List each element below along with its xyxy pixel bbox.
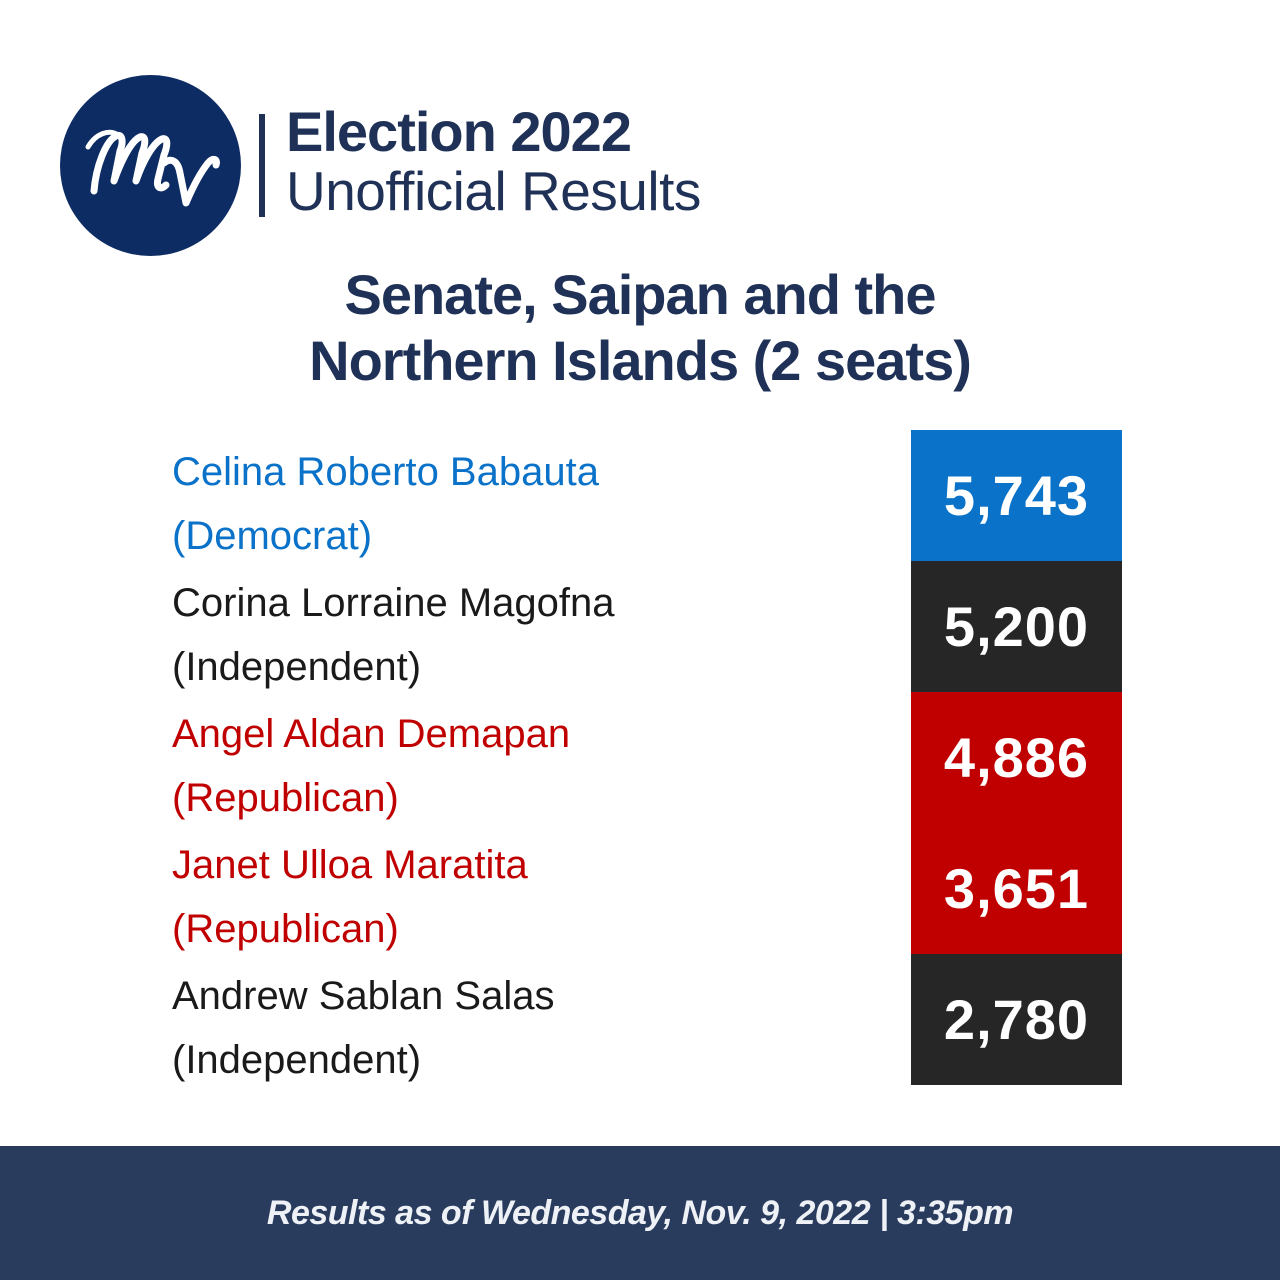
candidate-name-block: Angel Aldan Demapan (Republican) (172, 702, 872, 830)
candidate-party: (Republican) (172, 776, 399, 820)
candidate-row: Celina Roberto Babauta (Democrat) 5,743 (172, 430, 1122, 561)
candidate-name: Angel Aldan Demapan (172, 712, 571, 756)
vote-count-box: 3,651 (911, 823, 1122, 954)
candidate-row: Andrew Sablan Salas (Independent) 2,780 (172, 954, 1122, 1085)
candidate-name: Celina Roberto Babauta (172, 450, 599, 494)
vote-count-box: 2,780 (911, 954, 1122, 1085)
candidate-party: (Independent) (172, 645, 422, 689)
logo (60, 75, 241, 256)
vote-count: 5,743 (943, 464, 1090, 527)
candidate-name: Andrew Sablan Salas (172, 974, 555, 1018)
candidate-list: Celina Roberto Babauta (Democrat) 5,743 … (172, 430, 1122, 1085)
candidate-name: Janet Ulloa Maratita (172, 843, 528, 887)
candidate-name: Corina Lorraine Magofna (172, 581, 615, 625)
footer-bar: Results as of Wednesday, Nov. 9, 2022 | … (0, 1146, 1280, 1280)
candidate-row: Corina Lorraine Magofna (Independent) 5,… (172, 561, 1122, 692)
vote-count-box: 4,886 (911, 692, 1122, 823)
header-subtitle: Unofficial Results (286, 160, 701, 222)
candidate-party: (Democrat) (172, 514, 373, 558)
vote-count: 4,886 (943, 726, 1090, 789)
candidate-name-block: Corina Lorraine Magofna (Independent) (172, 571, 872, 699)
header-divider (259, 114, 265, 217)
vote-count: 5,200 (943, 595, 1090, 658)
candidate-name-block: Andrew Sablan Salas (Independent) (172, 964, 872, 1092)
results-timestamp: Results as of Wednesday, Nov. 9, 2022 | … (266, 1193, 1014, 1232)
header-text: Election 2022 Unofficial Results (286, 104, 701, 219)
header-title: Election 2022 (286, 100, 632, 163)
vote-count-box: 5,200 (911, 561, 1122, 692)
vote-count: 2,780 (943, 988, 1090, 1051)
candidate-row: Angel Aldan Demapan (Republican) 4,886 (172, 692, 1122, 823)
candidate-party: (Independent) (172, 1038, 422, 1082)
mv-logo-mark (85, 129, 220, 206)
race-title: Senate, Saipan and the Northern Islands … (0, 262, 1280, 394)
race-title-line-2: Northern Islands (2 seats) (309, 329, 972, 392)
vote-count: 3,651 (943, 857, 1090, 920)
candidate-row: Janet Ulloa Maratita (Republican) 3,651 (172, 823, 1122, 954)
vote-count-box: 5,743 (911, 430, 1122, 561)
candidate-name-block: Celina Roberto Babauta (Democrat) (172, 440, 872, 568)
candidate-name-block: Janet Ulloa Maratita (Republican) (172, 833, 872, 961)
race-title-line-1: Senate, Saipan and the (344, 263, 936, 326)
candidate-party: (Republican) (172, 907, 399, 951)
